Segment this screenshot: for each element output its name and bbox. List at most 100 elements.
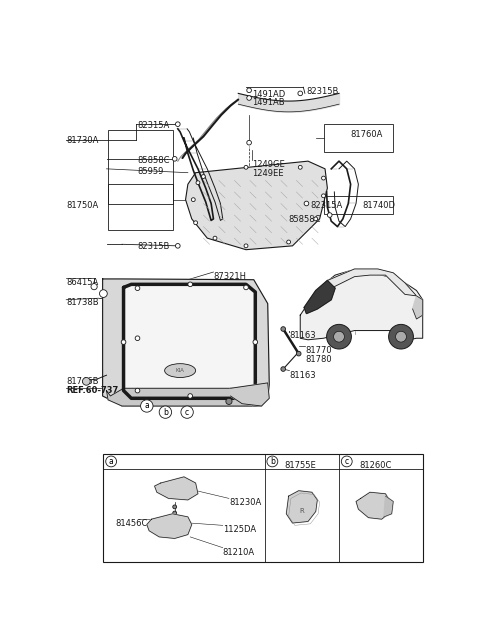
Polygon shape <box>107 389 258 406</box>
Text: 1249EE: 1249EE <box>252 169 284 178</box>
Circle shape <box>244 244 248 248</box>
Circle shape <box>281 327 286 331</box>
Circle shape <box>91 283 97 290</box>
Circle shape <box>296 352 301 356</box>
Text: 1491AB: 1491AB <box>252 98 285 107</box>
Text: 85858C: 85858C <box>137 156 170 165</box>
Circle shape <box>194 221 198 225</box>
Polygon shape <box>384 496 393 517</box>
Circle shape <box>389 324 413 349</box>
Polygon shape <box>304 280 335 313</box>
Polygon shape <box>356 492 392 519</box>
Text: 81730A: 81730A <box>66 136 98 145</box>
Bar <box>108 184 173 231</box>
Circle shape <box>213 236 217 240</box>
Circle shape <box>281 367 286 371</box>
Polygon shape <box>147 514 192 538</box>
Circle shape <box>188 394 192 398</box>
Text: R: R <box>300 508 304 515</box>
Circle shape <box>176 122 180 127</box>
Circle shape <box>334 331 345 342</box>
Text: 81210A: 81210A <box>223 548 255 557</box>
Circle shape <box>135 336 140 341</box>
Circle shape <box>244 166 248 169</box>
Text: 81755E: 81755E <box>285 461 316 471</box>
Text: 1249GE: 1249GE <box>252 160 285 169</box>
Circle shape <box>247 96 252 100</box>
Polygon shape <box>413 296 423 319</box>
Circle shape <box>181 406 193 419</box>
Text: 87321H: 87321H <box>214 272 246 281</box>
Ellipse shape <box>165 364 196 378</box>
Circle shape <box>326 324 351 349</box>
Bar <box>324 124 393 152</box>
Bar <box>324 196 393 214</box>
Text: 86415A: 86415A <box>66 278 98 287</box>
Circle shape <box>322 194 325 197</box>
Text: b: b <box>270 457 275 466</box>
Circle shape <box>141 400 153 412</box>
Circle shape <box>192 197 195 201</box>
Polygon shape <box>123 284 255 398</box>
Circle shape <box>99 290 107 297</box>
Circle shape <box>176 243 180 248</box>
Text: 82315B: 82315B <box>306 87 339 96</box>
Circle shape <box>188 282 192 287</box>
Circle shape <box>253 340 258 345</box>
Text: 85959: 85959 <box>137 168 164 176</box>
Text: 82191: 82191 <box>215 396 241 405</box>
Text: a: a <box>144 401 149 410</box>
Circle shape <box>196 181 200 185</box>
Text: 81163: 81163 <box>289 371 316 380</box>
Circle shape <box>298 166 302 169</box>
Text: REF.60-737: REF.60-737 <box>66 386 119 395</box>
Text: 81770: 81770 <box>305 346 332 355</box>
Text: 81738B: 81738B <box>66 298 99 307</box>
Circle shape <box>173 511 177 515</box>
Text: 81750A: 81750A <box>66 201 98 210</box>
Text: 81746B: 81746B <box>66 376 99 386</box>
Polygon shape <box>286 490 317 523</box>
Circle shape <box>159 406 172 419</box>
Circle shape <box>341 456 352 467</box>
Circle shape <box>135 286 140 290</box>
Text: 81740D: 81740D <box>362 201 395 210</box>
Text: 81760A: 81760A <box>350 131 383 140</box>
Circle shape <box>322 176 325 180</box>
Bar <box>103 454 423 562</box>
Circle shape <box>83 378 90 385</box>
Circle shape <box>173 505 177 509</box>
Bar <box>161 389 180 398</box>
Polygon shape <box>230 383 269 406</box>
Circle shape <box>247 140 252 145</box>
Text: b: b <box>163 408 168 417</box>
Circle shape <box>247 88 252 92</box>
Bar <box>108 131 173 204</box>
Circle shape <box>314 217 318 221</box>
Polygon shape <box>186 161 327 250</box>
Text: a: a <box>109 457 114 466</box>
Text: 82315B: 82315B <box>137 242 170 251</box>
Circle shape <box>396 331 407 342</box>
Circle shape <box>172 157 177 161</box>
Text: 1491AD: 1491AD <box>252 90 286 99</box>
Circle shape <box>304 201 309 206</box>
Text: 81230A: 81230A <box>229 498 261 508</box>
Circle shape <box>106 456 117 467</box>
Polygon shape <box>155 477 198 500</box>
Text: 81260C: 81260C <box>359 461 392 471</box>
Circle shape <box>298 91 302 96</box>
Polygon shape <box>316 269 417 296</box>
Text: 82315A: 82315A <box>311 201 343 210</box>
Text: 81163: 81163 <box>289 331 316 340</box>
Circle shape <box>287 240 290 244</box>
Text: 85858C: 85858C <box>288 215 321 224</box>
Text: 81456C: 81456C <box>116 519 148 528</box>
Text: 82315A: 82315A <box>137 121 170 130</box>
Text: c: c <box>345 457 349 466</box>
Circle shape <box>244 285 248 290</box>
Circle shape <box>226 398 232 404</box>
Circle shape <box>135 389 140 393</box>
Circle shape <box>267 456 278 467</box>
Circle shape <box>202 175 205 178</box>
